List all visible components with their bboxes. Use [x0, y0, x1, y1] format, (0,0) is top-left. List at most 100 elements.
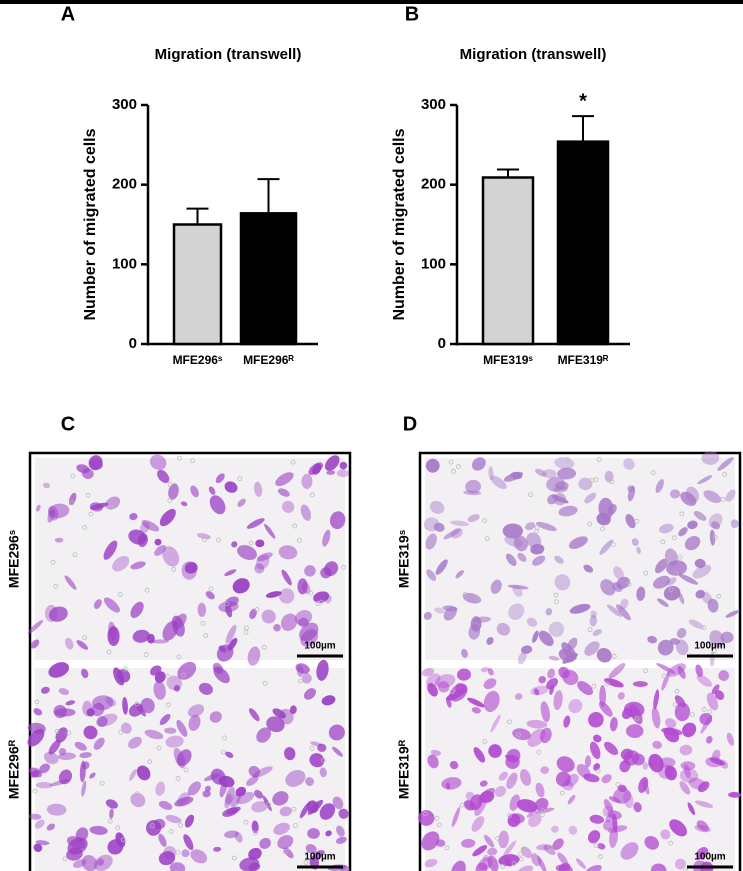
cell: [600, 579, 616, 596]
cell: [488, 466, 494, 481]
cell: [264, 523, 276, 539]
pore: [661, 673, 667, 679]
cell: [246, 518, 265, 529]
cell: [68, 492, 77, 506]
cell: [306, 800, 319, 814]
cell: [648, 753, 664, 773]
cell: [532, 555, 546, 566]
cell: [277, 835, 294, 849]
cell: [528, 813, 542, 828]
pore: [262, 681, 268, 686]
cell: [281, 569, 292, 586]
cell: [576, 764, 591, 779]
pore: [308, 590, 314, 596]
cell: [325, 830, 332, 837]
cell: [693, 510, 707, 521]
cell: [141, 520, 160, 532]
cell: [709, 757, 726, 766]
pore: [707, 709, 713, 714]
cell: [588, 712, 604, 728]
cell: [471, 457, 486, 471]
cell: [526, 719, 548, 729]
cell: [726, 732, 735, 746]
pore: [54, 729, 60, 734]
cell: [180, 501, 188, 507]
cell: [418, 810, 435, 826]
cell: [516, 799, 538, 813]
cell: [709, 529, 716, 546]
x-tick-label: MFE296ˢ: [173, 353, 223, 367]
y-tick-label: 0: [438, 335, 446, 352]
cell: [89, 772, 96, 779]
cell: [533, 688, 540, 696]
cell: [322, 529, 331, 547]
cell: [236, 791, 255, 805]
cell: [633, 802, 642, 813]
cell: [575, 858, 586, 869]
cell: [609, 717, 618, 732]
cell: [655, 479, 664, 494]
pore: [660, 539, 666, 545]
cell: [685, 486, 699, 504]
cell: [449, 760, 459, 770]
cell: [468, 624, 481, 640]
cell: [48, 662, 70, 678]
cell: [608, 796, 621, 804]
cell: [301, 582, 311, 595]
pore: [293, 823, 298, 828]
annotation: *: [579, 90, 587, 112]
cell: [697, 475, 713, 485]
cell: [173, 684, 181, 692]
cell: [335, 836, 347, 844]
cell: [490, 475, 507, 490]
cell: [259, 837, 271, 849]
pore: [495, 835, 500, 841]
cell: [487, 668, 494, 676]
cell: [709, 630, 725, 648]
cell: [461, 838, 476, 848]
cell: [272, 708, 286, 719]
cell: [653, 575, 671, 589]
cell: [297, 617, 309, 627]
cell: [284, 747, 296, 761]
pore: [244, 625, 249, 631]
cell: [442, 605, 458, 612]
cell: [197, 533, 211, 540]
cell: [543, 844, 556, 855]
bar: [556, 140, 610, 346]
y-tick-label: 200: [421, 176, 446, 193]
cell: [304, 565, 316, 577]
cell: [604, 678, 624, 688]
cell: [103, 597, 120, 613]
cell: [224, 569, 237, 576]
cell: [117, 669, 131, 683]
pore: [475, 596, 481, 601]
cell: [473, 616, 492, 623]
row-label: MFE319ˢ: [396, 530, 412, 588]
cell: [517, 651, 527, 665]
cell: [320, 567, 332, 579]
pore: [82, 525, 87, 530]
cell: [657, 639, 674, 656]
cell: [265, 591, 282, 598]
scale-bar-label: 100µm: [694, 852, 725, 863]
cell: [184, 561, 198, 574]
cell: [421, 831, 440, 851]
pore: [165, 702, 171, 708]
cell: [623, 791, 634, 809]
cell: [224, 793, 232, 809]
pore: [720, 496, 726, 502]
cell: [273, 822, 290, 835]
cell: [58, 688, 70, 696]
pore: [565, 457, 570, 462]
cell: [520, 846, 533, 859]
cell: [435, 839, 446, 847]
cell: [725, 489, 736, 502]
bar: [481, 176, 535, 346]
cell: [589, 615, 597, 627]
pore: [547, 845, 553, 850]
cell: [248, 847, 262, 860]
pore: [196, 704, 202, 710]
pore: [216, 537, 221, 543]
